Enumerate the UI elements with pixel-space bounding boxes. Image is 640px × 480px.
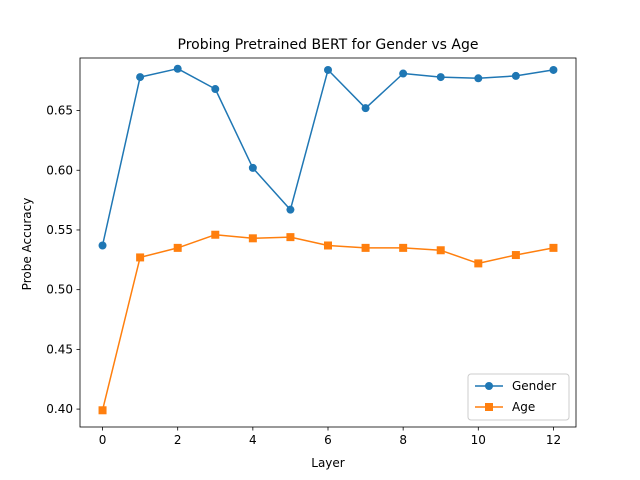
- x-tick-label: 8: [399, 433, 407, 447]
- legend-marker-age: [485, 403, 493, 411]
- age-point: [361, 243, 370, 252]
- gender-point: [286, 205, 295, 214]
- gender-point: [173, 64, 182, 73]
- x-tick-label: 2: [174, 433, 182, 447]
- legend: Gender Age: [467, 373, 570, 421]
- x-axis-label: Layer: [311, 456, 345, 470]
- gender-point: [98, 241, 107, 250]
- gender-point: [436, 73, 445, 82]
- age-point: [399, 243, 408, 252]
- y-tick-label: 0.60: [46, 163, 73, 177]
- gender-point: [211, 85, 220, 94]
- y-tick-label: 0.65: [46, 104, 73, 118]
- gender-point: [474, 74, 483, 83]
- gender-point: [399, 69, 408, 78]
- age-point: [248, 234, 257, 243]
- y-axis-label: Probe Accuracy: [20, 198, 34, 291]
- x-tick-label: 10: [471, 433, 486, 447]
- y-tick-label: 0.45: [46, 342, 73, 356]
- age-point: [211, 230, 220, 239]
- age-point: [474, 259, 483, 268]
- legend-marker-gender: [485, 382, 493, 390]
- gender-point: [549, 65, 558, 74]
- legend-label-age: Age: [512, 400, 535, 414]
- axes: 0 2 4 6 8 10 12 0.40 0.45 0.50 0.55 0.60 0.65: [46, 57, 577, 447]
- age-point: [324, 241, 332, 250]
- gender-point: [511, 71, 520, 80]
- gender-point: [248, 163, 257, 172]
- plot-area: [98, 64, 558, 415]
- x-tick-label: 0: [99, 433, 107, 447]
- gender-point: [324, 65, 332, 74]
- age-point: [98, 406, 107, 415]
- age-point: [436, 246, 445, 255]
- y-tick-label: 0.50: [46, 283, 73, 297]
- legend-label-gender: Gender: [512, 379, 556, 393]
- chart-title: Probing Pretrained BERT for Gender vs Ag…: [178, 37, 479, 53]
- x-tick-label: 6: [324, 433, 332, 447]
- age-point: [286, 233, 295, 242]
- gender-point: [361, 104, 370, 113]
- age-point: [136, 253, 145, 262]
- y-tick-label: 0.40: [46, 402, 73, 416]
- age-point: [173, 243, 182, 252]
- y-tick-label: 0.55: [46, 223, 73, 237]
- age-point: [511, 251, 520, 260]
- gender-point: [136, 73, 145, 82]
- age-point: [549, 243, 558, 252]
- x-tick-label: 4: [249, 433, 257, 447]
- x-tick-label: 12: [546, 433, 561, 447]
